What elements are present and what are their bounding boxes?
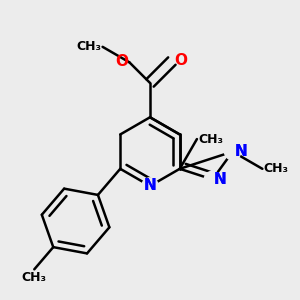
Text: N: N (234, 144, 247, 159)
Text: CH₃: CH₃ (198, 133, 223, 146)
Text: N: N (214, 172, 227, 187)
Text: CH₃: CH₃ (21, 271, 46, 284)
Text: CH₃: CH₃ (264, 162, 289, 175)
Circle shape (142, 178, 158, 194)
Text: N: N (144, 178, 156, 194)
Circle shape (204, 171, 220, 188)
Text: O: O (174, 53, 187, 68)
Text: CH₃: CH₃ (76, 40, 101, 53)
Text: N: N (234, 144, 247, 159)
Circle shape (224, 143, 241, 160)
Text: O: O (115, 54, 128, 69)
Text: N: N (214, 172, 227, 187)
Text: N: N (144, 178, 156, 194)
